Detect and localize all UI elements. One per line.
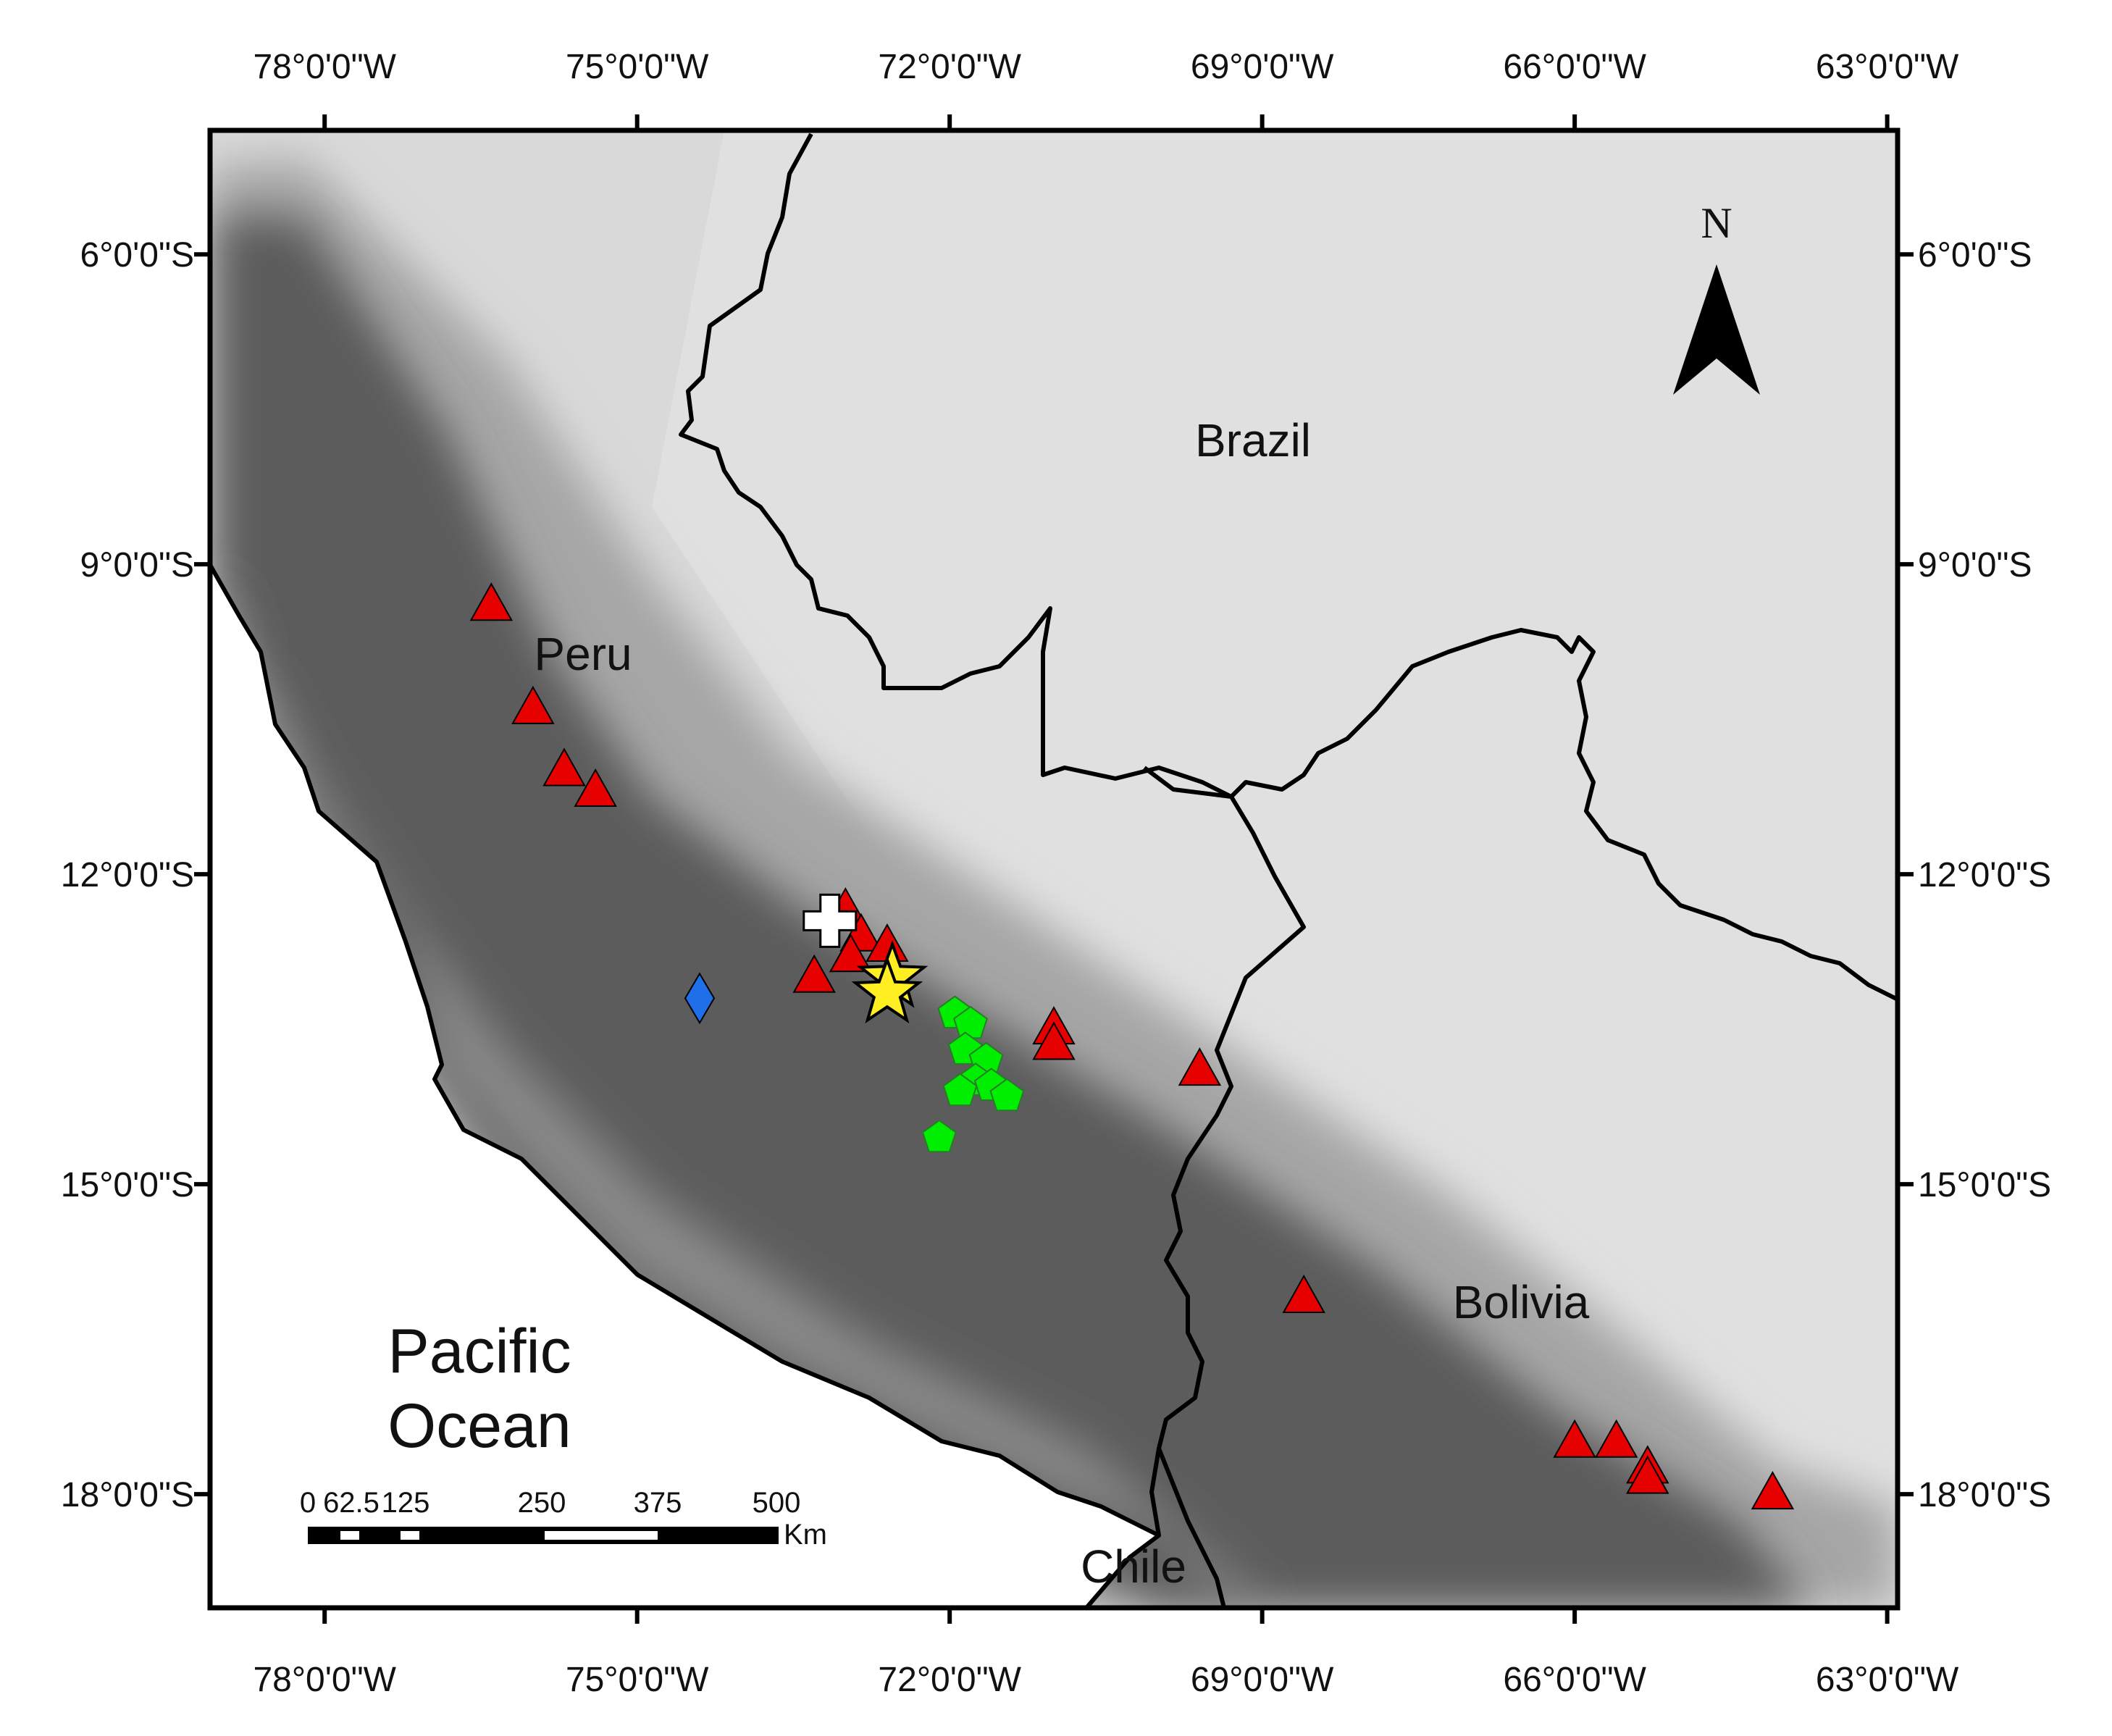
scale-tick-label: 500 — [753, 1487, 801, 1519]
lat-tick-label-right: 18°0'0"S — [1918, 1476, 2051, 1514]
lon-tick-label-top: 69°0'0"W — [1191, 48, 1334, 86]
lon-tick-label-top: 66°0'0"W — [1503, 48, 1646, 86]
markers — [469, 582, 1795, 1510]
lon-tick-label-top: 75°0'0"W — [566, 48, 709, 86]
pentagon-marker — [942, 1073, 978, 1107]
triangle-marker — [1594, 1419, 1638, 1458]
north-label: N — [1701, 199, 1732, 247]
lon-tick-label-bottom: 72°0'0"W — [878, 1661, 1021, 1699]
map-terrain — [210, 130, 1898, 1608]
peru-border — [679, 133, 1306, 1536]
lat-tick-label-right: 15°0'0"S — [1918, 1166, 2051, 1204]
lon-tick-label-top: 63°0'0"W — [1816, 48, 1959, 86]
triangle-marker — [511, 685, 555, 724]
triangle-marker — [829, 934, 873, 973]
bolivia-brazil-border — [1143, 628, 1898, 1002]
lon-tick-label-bottom: 69°0'0"W — [1191, 1661, 1334, 1699]
label-pacific-line2: Ocean — [387, 1391, 571, 1461]
amazon-lowland — [652, 130, 1898, 1608]
triangle-marker — [469, 582, 514, 621]
label-chile: Chile — [1081, 1540, 1186, 1593]
triangle-marker — [1626, 1455, 1669, 1494]
scale-bar-segment — [545, 1531, 658, 1540]
scale-bar: 0 62.5 125 250 375 500 Km — [300, 1487, 827, 1551]
label-brazil: Brazil — [1195, 414, 1311, 466]
scale-tick-label: 62.5 — [323, 1487, 380, 1519]
lon-tick-label-bottom: 63°0'0"W — [1816, 1661, 1959, 1699]
north-arrow: N — [1673, 199, 1760, 395]
north-arrow-icon — [1673, 264, 1760, 395]
lat-tick-label-right: 9°0'0"S — [1918, 546, 2032, 584]
label-bolivia: Bolivia — [1453, 1276, 1590, 1328]
scale-tick-label: 375 — [634, 1487, 682, 1519]
lat-tick-label-right: 6°0'0"S — [1918, 236, 2032, 274]
triangle-marker — [792, 954, 836, 993]
scale-tick-labels: 0 62.5 125 250 375 500 — [300, 1487, 801, 1519]
lat-tick-label-left: 15°0'0"S — [61, 1166, 194, 1204]
scale-bar-segment — [401, 1531, 419, 1540]
lon-tick-label-bottom: 66°0'0"W — [1503, 1661, 1646, 1699]
pentagon-marker — [989, 1078, 1025, 1112]
lat-tick-label-left: 18°0'0"S — [61, 1476, 194, 1514]
lon-tick-label-bottom: 75°0'0"W — [566, 1661, 709, 1699]
scale-tick-label: 250 — [518, 1487, 566, 1519]
triangle-marker — [1751, 1471, 1795, 1510]
chile-bolivia-border — [1157, 1447, 1226, 1608]
pentagon-marker — [921, 1119, 957, 1153]
scale-bar-body — [308, 1527, 779, 1544]
scale-tick-label: 0 — [300, 1487, 316, 1519]
cross-marker — [803, 893, 858, 948]
triangle-marker — [542, 747, 586, 787]
star-marker — [851, 955, 923, 1024]
lon-tick-label-top: 78°0'0"W — [253, 48, 396, 86]
diamond-marker — [684, 972, 716, 1025]
triangle-marker — [1282, 1274, 1325, 1314]
scale-unit: Km — [784, 1519, 827, 1551]
label-peru: Peru — [534, 628, 632, 680]
scale-tick-label: 125 — [382, 1487, 430, 1519]
lat-tick-label-left: 12°0'0"S — [61, 856, 194, 894]
triangle-marker — [1032, 1021, 1076, 1060]
lat-tick-label-left: 6°0'0"S — [80, 236, 195, 274]
triangle-marker — [1178, 1047, 1222, 1086]
graticule: 78°0'0"W 78°0'0"W 75°0'0"W 75°0'0"W 72°0'0"W… — [61, 48, 2051, 1699]
lon-tick-label-bottom: 78°0'0"W — [253, 1661, 396, 1699]
lon-tick-label-top: 72°0'0"W — [878, 48, 1021, 86]
pacific-ocean-area — [210, 565, 1159, 1608]
triangle-marker — [574, 768, 617, 808]
lat-tick-label-left: 9°0'0"S — [80, 546, 195, 584]
scale-bar-segment — [340, 1531, 359, 1540]
triangle-marker — [1553, 1419, 1596, 1458]
map-frame — [207, 127, 1901, 1611]
lat-tick-label-right: 12°0'0"S — [1918, 856, 2051, 894]
label-pacific-line1: Pacific — [387, 1317, 571, 1386]
coastline — [210, 563, 1161, 1608]
